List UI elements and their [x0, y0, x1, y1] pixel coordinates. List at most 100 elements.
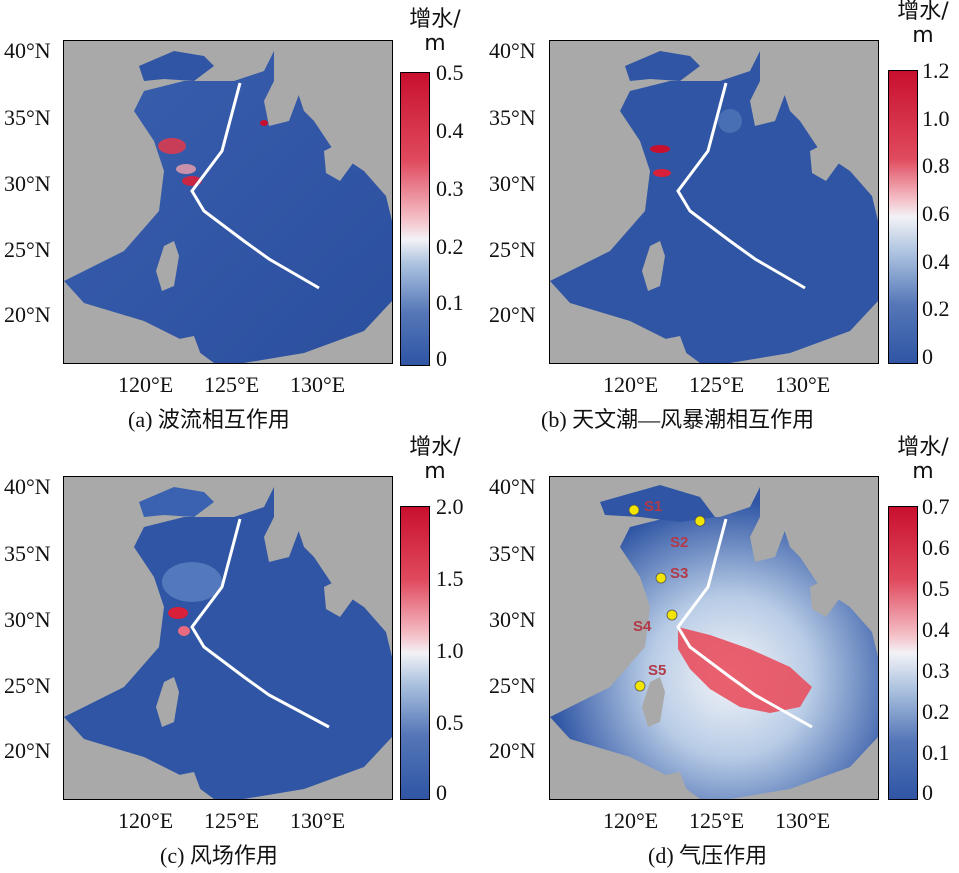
colorbar-title: 增水/ m: [888, 0, 958, 48]
caption-d: (d) 气压作用: [648, 843, 768, 868]
bohai-sea: [139, 51, 214, 81]
typhoon-track: [190, 518, 330, 729]
lat-tick: 35°N: [4, 105, 51, 130]
colorbar-tick: 0.4: [922, 617, 950, 642]
station-marker: [634, 680, 646, 692]
colorbar-tick: 1.5: [436, 566, 464, 591]
lon-tick: 125°E: [689, 372, 745, 397]
surge-hotspot: [158, 138, 186, 154]
colorbar-title-line2: m: [424, 459, 446, 484]
colorbar-tick: 0.3: [436, 176, 464, 201]
lon-tick: 120°E: [118, 808, 174, 833]
lon-tick: 125°E: [204, 372, 260, 397]
colorbar-tick: 0.6: [922, 535, 950, 560]
colorbar-tick: 0.7: [922, 494, 950, 519]
station-marker: [628, 504, 640, 516]
lat-tick: 25°N: [489, 673, 536, 698]
surge-hotspot: [168, 607, 188, 619]
colorbar-tick: 0: [436, 780, 447, 805]
lat-tick: 20°N: [4, 738, 51, 763]
colorbar-title-line1: 增水/: [897, 0, 949, 24]
surge-hotspot: [162, 562, 222, 602]
taiwan-land: [642, 241, 665, 291]
station-marker: [694, 515, 706, 527]
lat-tick: 35°N: [489, 105, 536, 130]
caption-c: (c) 风场作用: [160, 843, 278, 868]
kyushu-land: [324, 577, 356, 617]
colorbar-tick: 0.2: [922, 296, 950, 321]
taiwan-land: [156, 677, 179, 727]
luzon-land: [164, 772, 204, 799]
surge-hotspot: [260, 120, 268, 126]
surge-hotspot: [176, 164, 196, 174]
lat-tick: 35°N: [4, 541, 51, 566]
kyushu-land: [324, 141, 356, 181]
japan-land: [364, 557, 392, 602]
typhoon-track: [676, 518, 813, 729]
lat-tick: 40°N: [4, 474, 51, 499]
korea-land: [750, 477, 810, 562]
lon-tick: 120°E: [118, 372, 174, 397]
colorbar-title-line1: 增水/: [409, 7, 461, 32]
colorbar-tick: 0.3: [922, 658, 950, 683]
surge-hotspot: [678, 627, 812, 713]
map-b-svg: [550, 41, 878, 363]
station-label: S1: [644, 498, 662, 515]
map-a-svg: [64, 41, 392, 363]
lon-tick: 130°E: [290, 808, 346, 833]
caption-a: (a) 波流相互作用: [128, 407, 290, 432]
surge-hotspot: [718, 109, 742, 133]
colorbar-tick: 1.0: [922, 106, 950, 131]
lat-tick: 30°N: [489, 171, 536, 196]
korea-land: [264, 41, 324, 126]
lon-tick: 120°E: [603, 808, 659, 833]
luzon-land: [650, 772, 690, 799]
lat-tick: 35°N: [489, 541, 536, 566]
typhoon-track: [676, 82, 806, 290]
lon-tick: 120°E: [603, 372, 659, 397]
colorbar-tick: 0.1: [436, 290, 464, 315]
korea-land: [264, 477, 324, 562]
lat-tick: 30°N: [489, 607, 536, 632]
colorbar-tick: 0.8: [922, 153, 950, 178]
station-label: S2: [670, 534, 688, 551]
colorbar-tick: 0.6: [922, 201, 950, 226]
colorbar-tick: 0.5: [922, 576, 950, 601]
colorbar-title-line1: 增水/: [897, 435, 949, 460]
taiwan-land: [156, 241, 179, 291]
colorbar-title-line2: m: [912, 459, 934, 484]
kyushu-land: [810, 577, 842, 617]
colorbar-tick: 0.4: [922, 249, 950, 274]
colorbar-tick: 0.5: [436, 710, 464, 735]
colorbar-tick: 1.0: [436, 638, 464, 663]
kyushu-land: [810, 141, 842, 181]
lon-tick: 130°E: [290, 372, 346, 397]
lat-tick: 25°N: [4, 237, 51, 262]
lon-tick: 125°E: [689, 808, 745, 833]
colorbar-title-line1: 增水/: [409, 435, 461, 460]
korea-land: [750, 41, 810, 126]
colorbar-title: 增水/ m: [888, 436, 958, 484]
lat-tick: 20°N: [4, 302, 51, 327]
map-d-svg: S1 S2 S3 S4 S5: [550, 477, 878, 799]
station-marker: [666, 609, 678, 621]
station-label: S5: [648, 662, 666, 679]
lon-tick: 130°E: [775, 808, 831, 833]
colorbar-tick: 0.4: [436, 118, 464, 143]
lat-tick: 25°N: [4, 673, 51, 698]
map-b: [549, 40, 879, 364]
colorbar-title: 增水/ m: [400, 8, 470, 56]
colorbar-title: 增水/ m: [400, 436, 470, 484]
lat-tick: 40°N: [489, 38, 536, 63]
colorbar: [888, 70, 918, 364]
map-c: [63, 476, 393, 800]
lon-tick: 125°E: [204, 808, 260, 833]
colorbar: [888, 506, 918, 800]
lat-tick: 40°N: [489, 474, 536, 499]
lat-tick: 40°N: [4, 38, 51, 63]
colorbar-title-line2: m: [424, 31, 446, 56]
lat-tick: 25°N: [489, 237, 536, 262]
colorbar-tick: 0.5: [436, 60, 464, 85]
lat-tick: 30°N: [4, 607, 51, 632]
japan-land: [850, 557, 878, 602]
